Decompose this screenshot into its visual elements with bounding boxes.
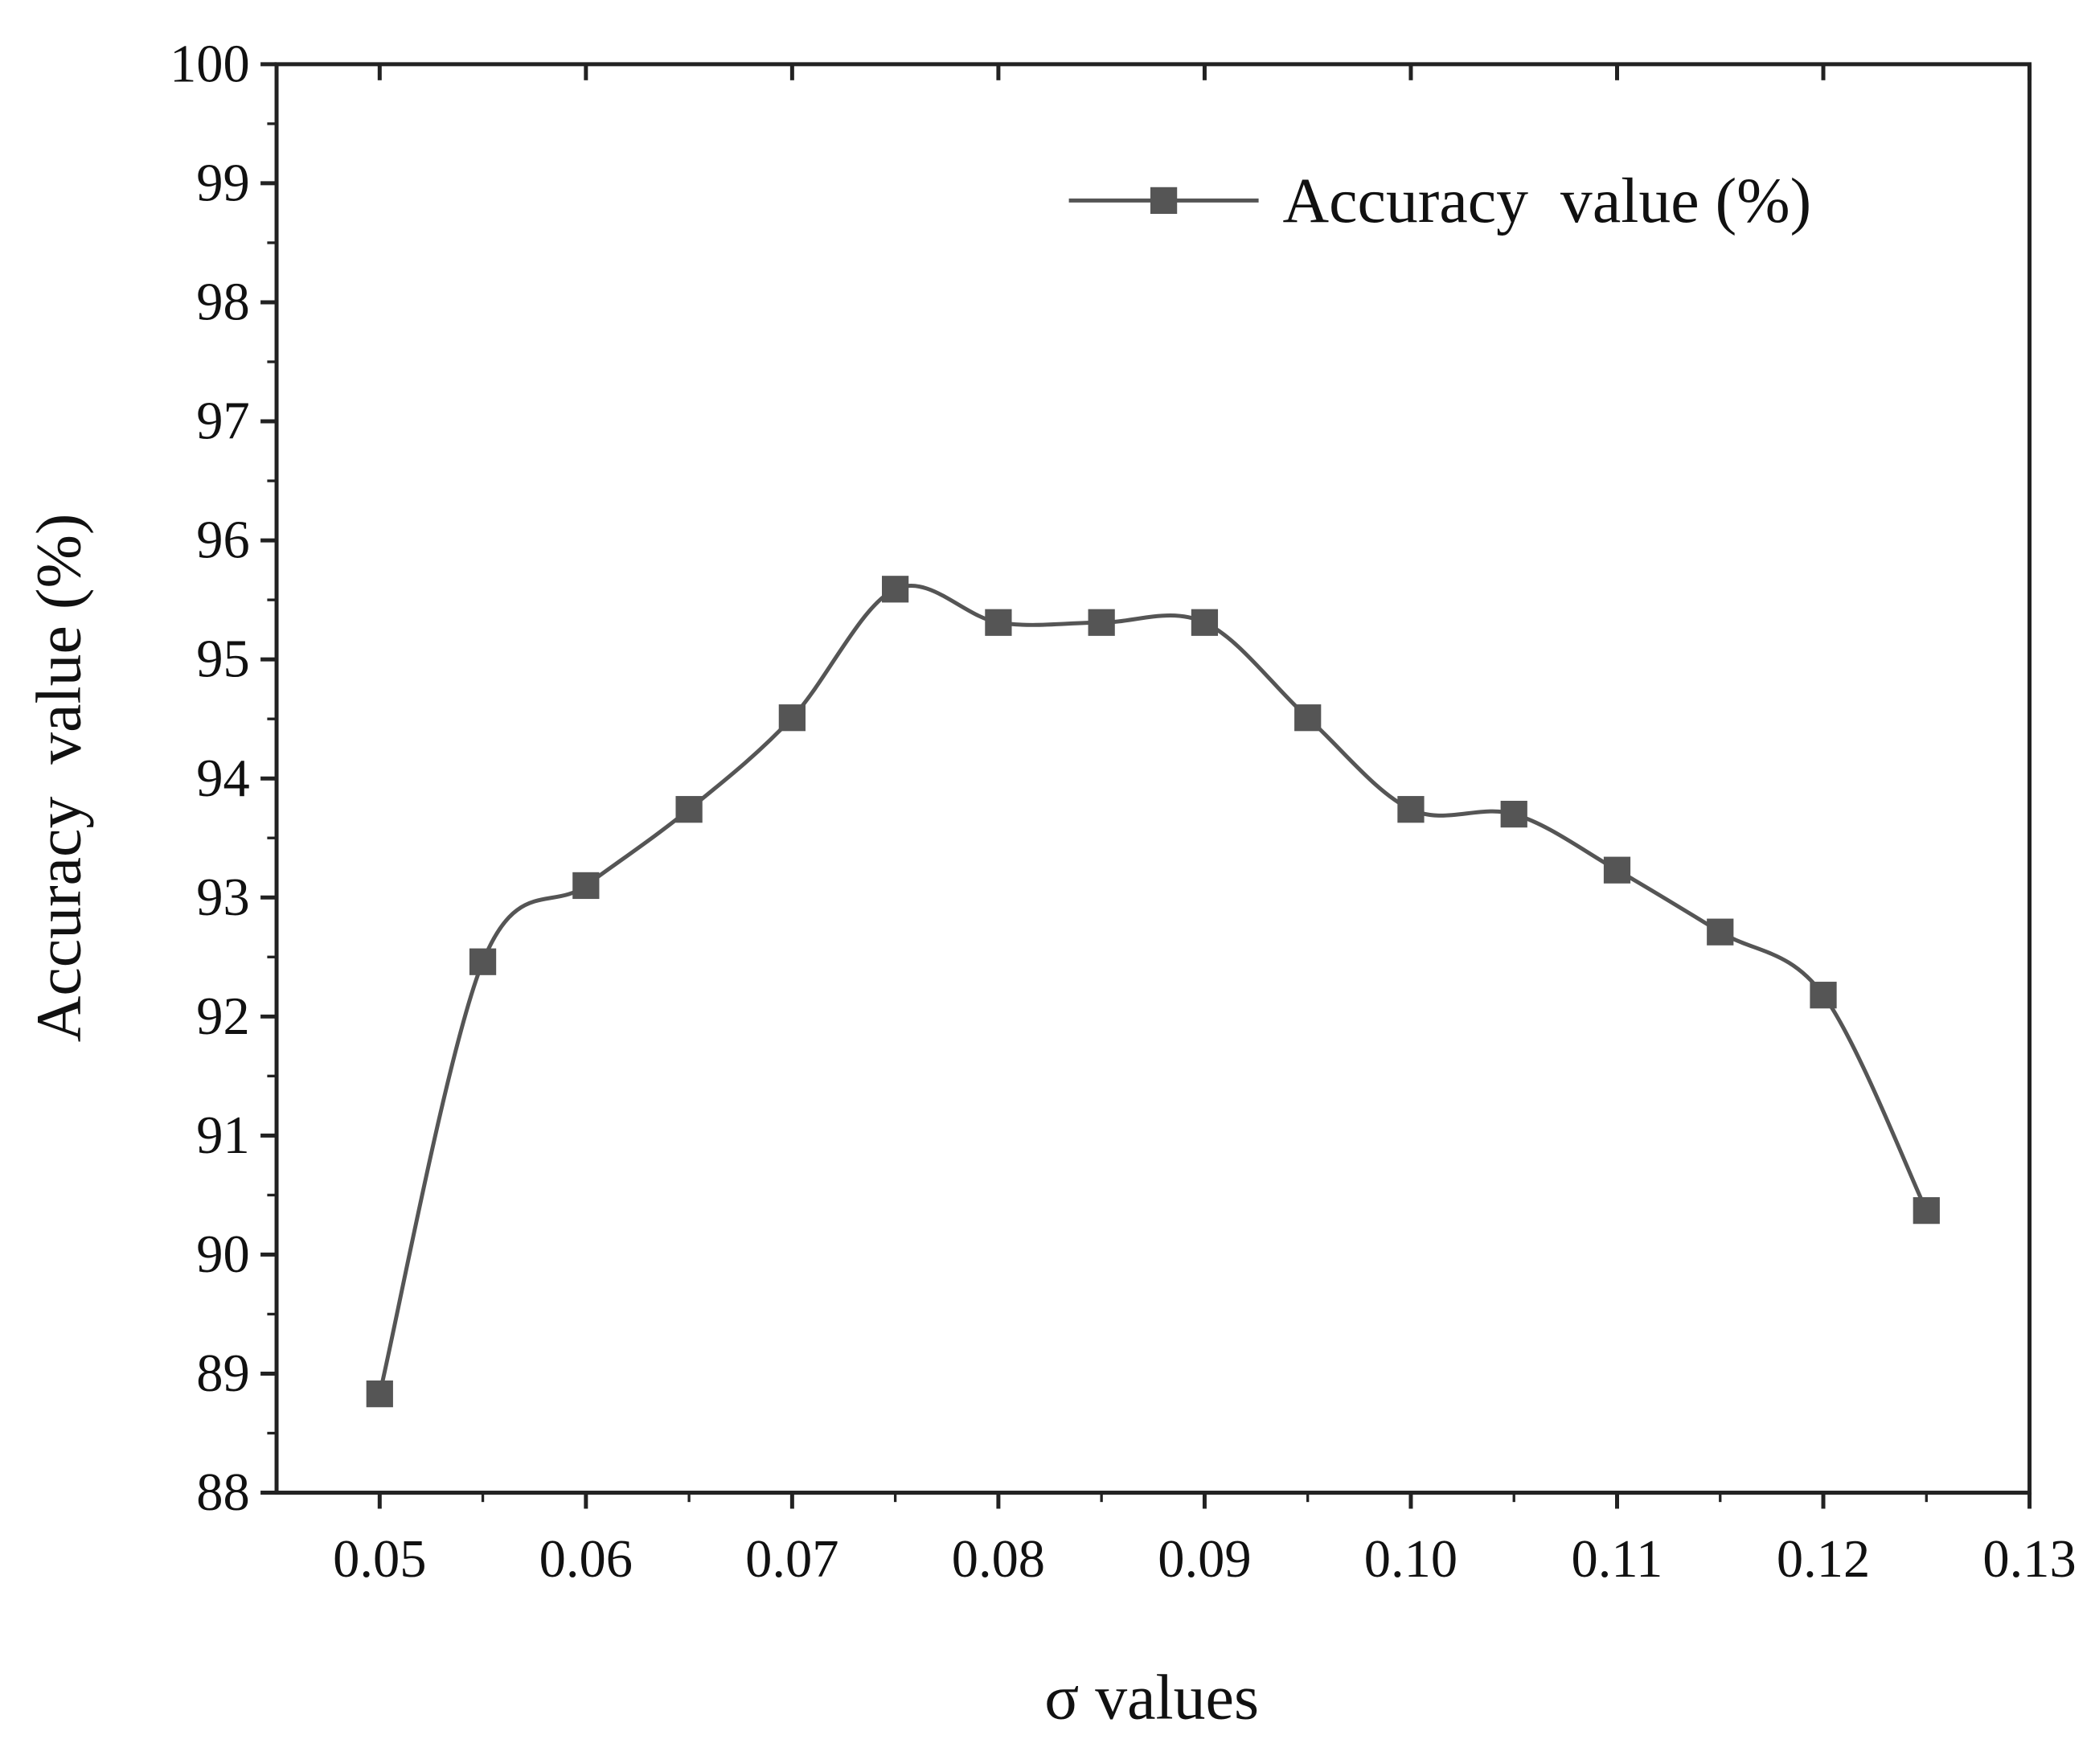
- marker: [778, 704, 806, 732]
- y-tick-label: 90: [196, 1225, 249, 1284]
- y-axis-label: Accuracy value (%): [24, 514, 95, 1043]
- marker: [1810, 982, 1837, 1009]
- y-tick-label: 89: [196, 1344, 249, 1403]
- y-tick-label: 92: [196, 987, 249, 1046]
- marker: [675, 796, 703, 823]
- marker: [882, 576, 909, 603]
- series-line: [377, 584, 1929, 1395]
- x-tick-label: 0.13: [1982, 1530, 2076, 1589]
- marker: [985, 609, 1012, 636]
- x-tick-label: 0.11: [1572, 1530, 1663, 1589]
- y-tick-label: 93: [196, 868, 249, 927]
- y-tick-label: 94: [196, 749, 249, 808]
- plot-frame: [274, 62, 2032, 1495]
- legend-label: Accuracy value (%): [1283, 166, 1812, 236]
- y-tick-label: 96: [196, 511, 249, 570]
- marker: [572, 872, 600, 900]
- x-axis-label: σ values: [1044, 1662, 1259, 1733]
- marker: [1500, 800, 1527, 828]
- marker: [1397, 796, 1425, 823]
- y-tick-label: 100: [170, 35, 250, 93]
- marker: [1088, 609, 1115, 636]
- y-tick-label: 99: [196, 154, 249, 213]
- x-tick-label: 0.05: [333, 1530, 426, 1589]
- y-tick-label: 98: [196, 273, 249, 332]
- marker: [1707, 918, 1734, 946]
- marker: [469, 948, 497, 975]
- x-tick-label: 0.12: [1777, 1530, 1870, 1589]
- marker: [1191, 609, 1219, 636]
- marker: [366, 1380, 393, 1408]
- y-tick-label: 95: [196, 630, 249, 689]
- x-tick-label: 0.10: [1364, 1530, 1457, 1589]
- x-tick-label: 0.08: [952, 1530, 1045, 1589]
- x-tick-label: 0.06: [539, 1530, 633, 1589]
- marker: [1294, 704, 1322, 732]
- x-tick-label: 0.09: [1158, 1530, 1251, 1589]
- y-tick-label: 97: [196, 392, 249, 451]
- x-tick-label: 0.07: [745, 1530, 838, 1589]
- marker: [1913, 1197, 1940, 1225]
- legend-marker: [1150, 187, 1178, 215]
- marker: [1603, 856, 1631, 884]
- y-tick-label: 91: [196, 1106, 249, 1165]
- y-tick-label: 88: [196, 1463, 249, 1522]
